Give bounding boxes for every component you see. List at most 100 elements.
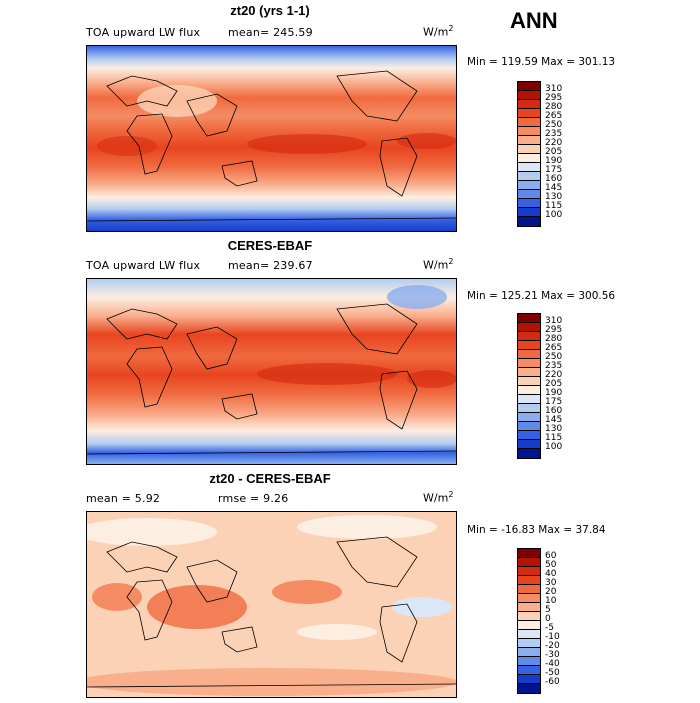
colorbar-swatch — [518, 172, 540, 181]
colorbar-swatch — [518, 109, 540, 118]
colorbar-swatch — [518, 675, 540, 684]
colorbar-tick-label: -5 — [545, 623, 554, 633]
colorbar-swatch — [518, 549, 540, 558]
units-label: W/m2 — [423, 24, 454, 39]
colorbar-swatch — [518, 603, 540, 612]
colorbar-swatch — [518, 404, 540, 413]
colorbar-tick-label: 220 — [545, 370, 563, 380]
colorbar-tick-label: 145 — [545, 415, 563, 425]
colorbar-swatch — [518, 684, 540, 693]
colorbar-tick-label: -30 — [545, 650, 560, 660]
colorbar-tick-label: 205 — [545, 147, 563, 157]
mean-label: mean= 239.67 — [228, 259, 313, 272]
colorbar-swatch — [518, 413, 540, 422]
colorbar-tick-label: 0 — [545, 614, 551, 624]
colorbar-tick-label: 205 — [545, 379, 563, 389]
colorbar-tick-label: 130 — [545, 192, 563, 202]
colorbar — [517, 548, 541, 694]
colorbar-swatch — [518, 648, 540, 657]
colorbar-tick-label: 175 — [545, 397, 563, 407]
colorbar-swatch — [518, 386, 540, 395]
colorbar-swatch — [518, 576, 540, 585]
colorbar-swatch — [518, 332, 540, 341]
colorbar-swatch — [518, 181, 540, 190]
colorbar-swatch — [518, 422, 540, 431]
colorbar-tick-label: 280 — [545, 334, 563, 344]
colorbar-tick-label: 50 — [545, 560, 557, 570]
units-label: W/m2 — [423, 490, 454, 505]
colorbar-tick-label: 10 — [545, 596, 557, 606]
colorbar-tick-label: 20 — [545, 587, 557, 597]
colorbar-swatch — [518, 100, 540, 109]
colorbar — [517, 313, 541, 459]
colorbar-tick-label: 190 — [545, 388, 563, 398]
colorbar-tick-label: 265 — [545, 343, 563, 353]
min-max-label: Min = 125.21 Max = 300.56 — [467, 290, 616, 302]
min-max-label: Min = 119.59 Max = 301.13 — [467, 56, 616, 68]
colorbar-tick-label: 40 — [545, 569, 557, 579]
colorbar-tick-label: 250 — [545, 352, 563, 362]
rmse-label: rmse = 9.26 — [218, 492, 289, 505]
colorbar-tick-label: 100 — [545, 210, 563, 220]
colorbar-swatch — [518, 377, 540, 386]
colorbar-tick-label: 115 — [545, 433, 563, 443]
colorbar-tick-label: 100 — [545, 442, 563, 452]
colorbar-tick-label: -60 — [545, 677, 560, 687]
panel-model: zt20 (yrs 1-1) TOA upward LW flux mean= … — [0, 3, 700, 235]
units-label: W/m2 — [423, 257, 454, 272]
colorbar-swatch — [518, 558, 540, 567]
colorbar-tick-label: 160 — [545, 406, 563, 416]
panel-obs: CERES-EBAF TOA upward LW flux mean= 239.… — [0, 238, 700, 470]
colorbar-swatch — [518, 145, 540, 154]
colorbar-tick-label: -10 — [545, 632, 560, 642]
colorbar-tick-label: -20 — [545, 641, 560, 651]
panel-title: zt20 (yrs 1-1) — [230, 3, 310, 18]
colorbar-tick-label: 295 — [545, 93, 563, 103]
colorbar-swatch — [518, 154, 540, 163]
colorbar-swatch — [518, 359, 540, 368]
colorbar-swatch — [518, 368, 540, 377]
colorbar-tick-label: 175 — [545, 165, 563, 175]
colorbar-tick-label: 130 — [545, 424, 563, 434]
mean-label: mean= 245.59 — [228, 26, 313, 39]
colorbar-swatch — [518, 217, 540, 226]
colorbar-swatch — [518, 431, 540, 440]
panel-title: CERES-EBAF — [227, 238, 313, 253]
colorbar-swatch — [518, 666, 540, 675]
colorbar-swatch — [518, 657, 540, 666]
colorbar-swatch — [518, 91, 540, 100]
colorbar-swatch — [518, 127, 540, 136]
panel-diff: zt20 - CERES-EBAF mean = 5.92 rmse = 9.2… — [0, 471, 700, 703]
colorbar-swatch — [518, 323, 540, 332]
map-ceres-lw-flux — [86, 278, 457, 465]
colorbar-tick-label: 5 — [545, 605, 551, 615]
colorbar-tick-label: 190 — [545, 156, 563, 166]
colorbar-swatch — [518, 314, 540, 323]
colorbar-swatch — [518, 136, 540, 145]
colorbar-swatch — [518, 612, 540, 621]
colorbar-swatch — [518, 630, 540, 639]
colorbar-swatch — [518, 163, 540, 172]
colorbar-swatch — [518, 199, 540, 208]
map-model-lw-flux — [86, 45, 457, 232]
colorbar-swatch — [518, 118, 540, 127]
panel-title: zt20 - CERES-EBAF — [209, 471, 331, 486]
colorbar-swatch — [518, 395, 540, 404]
colorbar-tick-label: 220 — [545, 138, 563, 148]
colorbar — [517, 81, 541, 227]
colorbar-tick-label: 60 — [545, 551, 557, 561]
colorbar-tick-label: -50 — [545, 668, 560, 678]
colorbar-swatch — [518, 82, 540, 91]
colorbar-swatch — [518, 208, 540, 217]
colorbar-tick-label: 250 — [545, 120, 563, 130]
colorbar-tick-label: 310 — [545, 316, 563, 326]
colorbar-swatch — [518, 639, 540, 648]
variable-label: TOA upward LW flux — [86, 26, 201, 39]
colorbar-tick-label: 160 — [545, 174, 563, 184]
colorbar-tick-label: 235 — [545, 129, 563, 139]
colorbar-swatch — [518, 440, 540, 449]
colorbar-tick-label: 145 — [545, 183, 563, 193]
colorbar-swatch — [518, 594, 540, 603]
colorbar-tick-label: 30 — [545, 578, 557, 588]
colorbar-tick-label: 265 — [545, 111, 563, 121]
